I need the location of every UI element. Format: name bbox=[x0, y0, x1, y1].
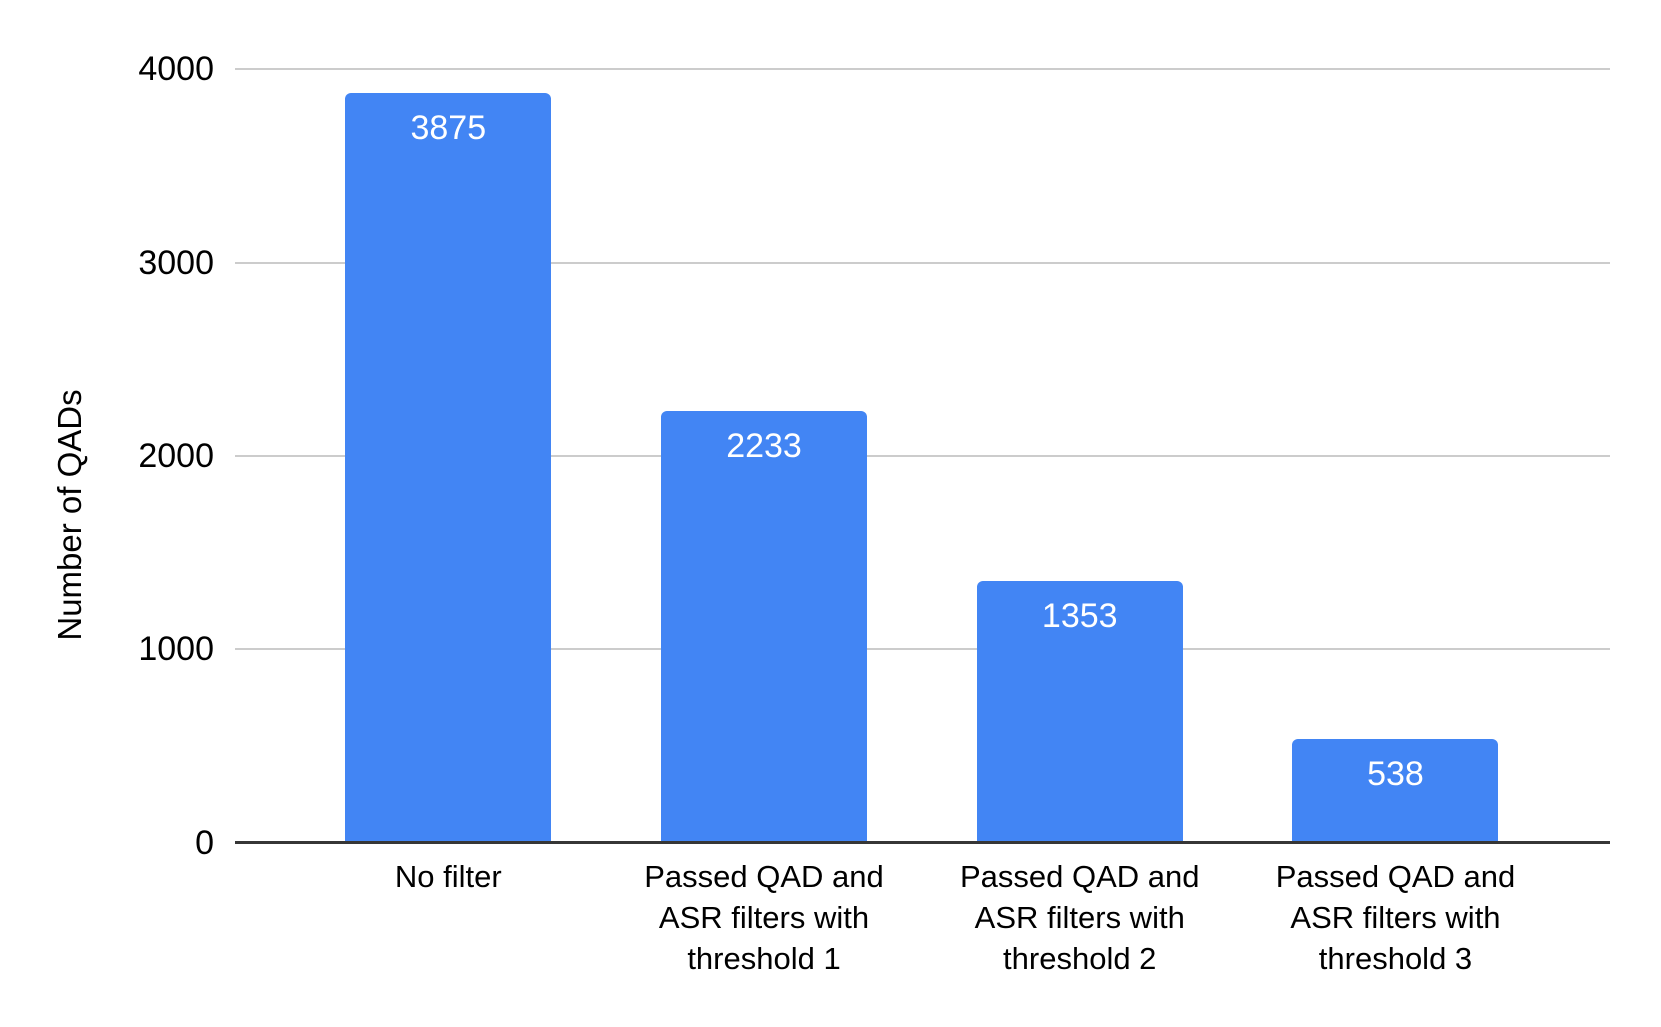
bar bbox=[345, 93, 552, 843]
x-category-label: No filter bbox=[394, 859, 502, 894]
bar bbox=[976, 581, 1183, 843]
bar-value-label: 3875 bbox=[410, 109, 487, 148]
bar bbox=[661, 410, 868, 843]
y-tick-label: 2000 bbox=[138, 437, 214, 475]
y-tick-label: 4000 bbox=[138, 50, 214, 89]
bar-value-label: 1353 bbox=[1041, 597, 1118, 636]
y-tick-label: 0 bbox=[195, 823, 214, 862]
y-axis-title: Number of QADs bbox=[51, 389, 88, 641]
y-tick-label: 3000 bbox=[138, 243, 214, 282]
bar bbox=[1292, 738, 1499, 843]
x-category-label: Passed QAD and ASR filters with threshol… bbox=[1275, 859, 1516, 976]
gridline bbox=[235, 455, 1610, 457]
bar-value-label: 2233 bbox=[726, 426, 802, 465]
gridline bbox=[235, 261, 1610, 264]
gridline bbox=[235, 648, 1610, 651]
bar-value-label: 538 bbox=[1367, 754, 1424, 793]
y-tick-label: 1000 bbox=[138, 630, 214, 669]
x-axis-line bbox=[235, 841, 1610, 845]
x-category-label: Passed QAD and ASR filters with threshol… bbox=[959, 859, 1200, 976]
gridline bbox=[235, 68, 1610, 71]
x-category-label: Passed QAD and ASR filters with threshol… bbox=[644, 859, 884, 976]
